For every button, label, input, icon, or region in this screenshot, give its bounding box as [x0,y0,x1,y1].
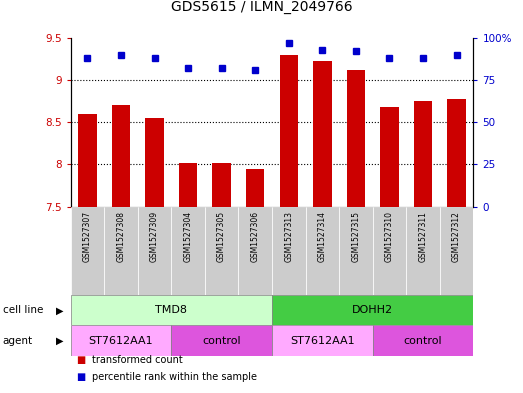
Bar [112,105,130,207]
Bar [205,207,238,295]
Text: ST7612AA1: ST7612AA1 [88,336,153,345]
Text: GSM1527315: GSM1527315 [351,211,360,262]
Text: GSM1527306: GSM1527306 [251,211,260,262]
Bar [440,207,473,295]
Text: GSM1527314: GSM1527314 [318,211,327,262]
Text: GSM1527310: GSM1527310 [385,211,394,262]
Text: GSM1527304: GSM1527304 [184,211,192,262]
Text: percentile rank within the sample: percentile rank within the sample [92,372,256,382]
Text: GSM1527309: GSM1527309 [150,211,159,262]
Text: GSM1527307: GSM1527307 [83,211,92,262]
Bar [380,107,399,207]
Text: ■: ■ [76,372,85,382]
Bar [71,207,104,295]
Bar [313,61,332,207]
Bar [272,295,473,325]
Text: cell line: cell line [3,305,43,315]
Bar [138,207,172,295]
Bar [347,70,365,207]
Bar [339,207,372,295]
Bar [71,295,272,325]
Bar [372,325,473,356]
Bar [212,163,231,207]
Text: ▶: ▶ [56,336,64,345]
Bar [104,207,138,295]
Bar [447,99,466,207]
Text: transformed count: transformed count [92,354,183,365]
Bar [372,207,406,295]
Bar [406,207,440,295]
Bar [172,207,205,295]
Bar [246,169,265,207]
Bar [279,55,298,207]
Text: ▶: ▶ [56,305,64,315]
Text: control: control [404,336,442,345]
Bar [179,163,197,207]
Text: ST7612AA1: ST7612AA1 [290,336,355,345]
Text: TMD8: TMD8 [155,305,187,315]
Bar [71,325,171,356]
Bar [78,114,97,207]
Text: DOHH2: DOHH2 [352,305,393,315]
Bar [414,101,432,207]
Bar [172,325,272,356]
Bar [145,118,164,207]
Text: GSM1527305: GSM1527305 [217,211,226,262]
Text: control: control [202,336,241,345]
Bar [272,325,372,356]
Text: agent: agent [3,336,33,345]
Bar [305,207,339,295]
Bar [238,207,272,295]
Text: GSM1527313: GSM1527313 [284,211,293,262]
Text: ■: ■ [76,354,85,365]
Text: GSM1527311: GSM1527311 [418,211,427,262]
Text: GDS5615 / ILMN_2049766: GDS5615 / ILMN_2049766 [170,0,353,14]
Text: GSM1527308: GSM1527308 [117,211,126,262]
Bar [272,207,305,295]
Text: GSM1527312: GSM1527312 [452,211,461,262]
